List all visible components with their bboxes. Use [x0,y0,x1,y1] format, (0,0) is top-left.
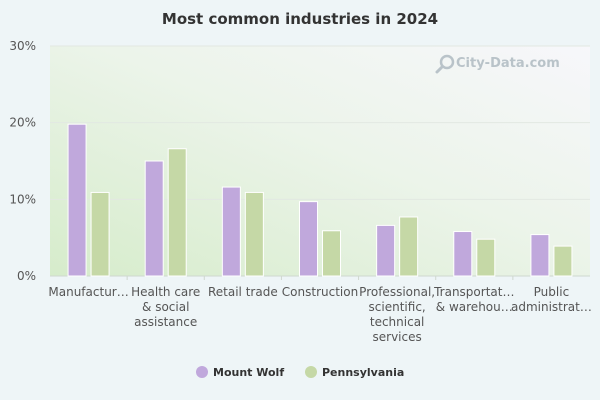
bar-pennsylvania [90,191,110,277]
bar-mount-wolf [221,186,241,277]
legend-swatch-mount-wolf [196,366,208,378]
bars [67,123,573,277]
x-category-label: Professional, scientific, technical service… [359,285,435,344]
bar-pennsylvania [322,230,341,277]
bar-pennsylvania [167,148,187,277]
magnifier-icon [435,54,455,74]
watermark: City-Data.com [435,54,560,74]
watermark-text: City-Data.com [456,56,560,71]
chart-title: Most common industries in 2024 [162,10,438,28]
gridlines [50,45,590,280]
x-axis-categories: Manufactur… Health care & social assistance… [48,285,591,344]
x-category-label: Retail trade [208,285,278,299]
legend: Mount Wolf Pennsylvania [196,366,404,379]
bar-mount-wolf [299,201,318,277]
x-category-label: Health care & social assistance [131,285,200,329]
bar-pennsylvania [244,191,264,277]
y-tick-label: 30% [9,39,36,53]
legend-label: Mount Wolf [213,366,284,379]
x-category-label: Transportat… & warehou… [433,285,514,314]
y-tick-label: 20% [9,116,36,130]
bar-mount-wolf [453,231,473,277]
x-category-label: Construction [282,285,358,299]
bar-mount-wolf [376,224,396,277]
y-tick-label: 0% [17,269,36,283]
bar-mount-wolf [530,234,550,277]
plot-area [50,46,590,276]
bar-pennsylvania [476,238,496,277]
y-axis-ticks: 0% 10% 20% 30% [9,39,36,283]
legend-label: Pennsylvania [322,366,404,379]
bar-pennsylvania [553,245,573,277]
bar-mount-wolf [144,160,164,277]
x-category-label: Public administrat… [511,285,592,314]
y-tick-label: 10% [9,192,36,206]
bar-pennsylvania [399,216,419,277]
x-category-label: Manufactur… [48,285,128,299]
legend-swatch-pennsylvania [305,366,317,378]
bar-mount-wolf [67,123,87,277]
